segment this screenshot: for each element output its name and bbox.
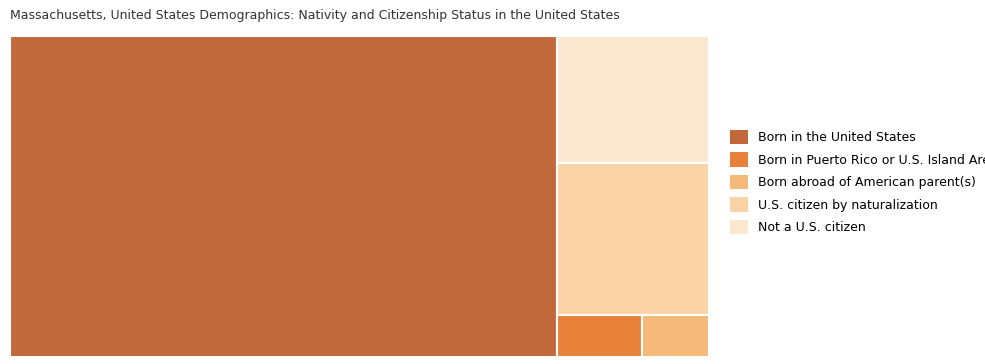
Legend: Born in the United States, Born in Puerto Rico or U.S. Island Areas, Born abroad: Born in the United States, Born in Puert… (730, 130, 985, 234)
Bar (557, 315, 642, 357)
Bar (557, 163, 709, 315)
Text: Massachusetts, United States Demographics: Nativity and Citizenship Status in th: Massachusetts, United States Demographic… (10, 9, 620, 22)
Bar (642, 315, 709, 357)
Bar (10, 36, 557, 357)
Bar (557, 36, 709, 163)
